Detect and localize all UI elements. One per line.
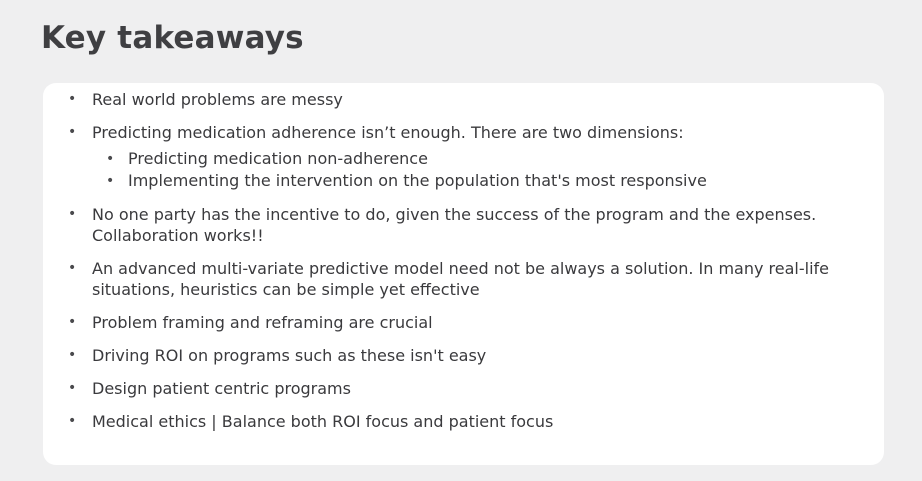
takeaway-item: Problem framing and reframing are crucia…: [43, 312, 884, 333]
takeaways-list: Real world problems are messy Predicting…: [43, 89, 884, 444]
takeaway-text: No one party has the incentive to do, gi…: [92, 205, 817, 245]
takeaway-text: Driving ROI on programs such as these is…: [92, 346, 487, 365]
takeaway-item: An advanced multi-variate predictive mod…: [43, 258, 884, 300]
takeaway-item: Predicting medication adherence isn’t en…: [43, 122, 884, 192]
takeaway-item: Real world problems are messy: [43, 89, 884, 110]
takeaway-text: Problem framing and reframing are crucia…: [92, 313, 433, 332]
takeaway-item: Driving ROI on programs such as these is…: [43, 345, 884, 366]
takeaway-text: Design patient centric programs: [92, 379, 351, 398]
takeaway-subitem: Implementing the intervention on the pop…: [92, 170, 856, 192]
takeaway-subtext: Implementing the intervention on the pop…: [128, 171, 707, 190]
takeaway-item: Design patient centric programs: [43, 378, 884, 399]
takeaway-item: No one party has the incentive to do, gi…: [43, 204, 884, 246]
takeaway-text: Real world problems are messy: [92, 90, 343, 109]
takeaway-subtext: Predicting medication non-adherence: [128, 149, 428, 168]
takeaway-text: An advanced multi-variate predictive mod…: [92, 259, 830, 299]
takeaways-card: Real world problems are messy Predicting…: [43, 83, 884, 465]
takeaway-item: Medical ethics | Balance both ROI focus …: [43, 411, 884, 432]
takeaway-text: Predicting medication adherence isn’t en…: [92, 123, 684, 142]
takeaway-text: Medical ethics | Balance both ROI focus …: [92, 412, 554, 431]
slide-title: Key takeaways: [41, 20, 304, 56]
takeaway-sublist: Predicting medication non-adherence Impl…: [92, 148, 856, 192]
takeaway-subitem: Predicting medication non-adherence: [92, 148, 856, 170]
